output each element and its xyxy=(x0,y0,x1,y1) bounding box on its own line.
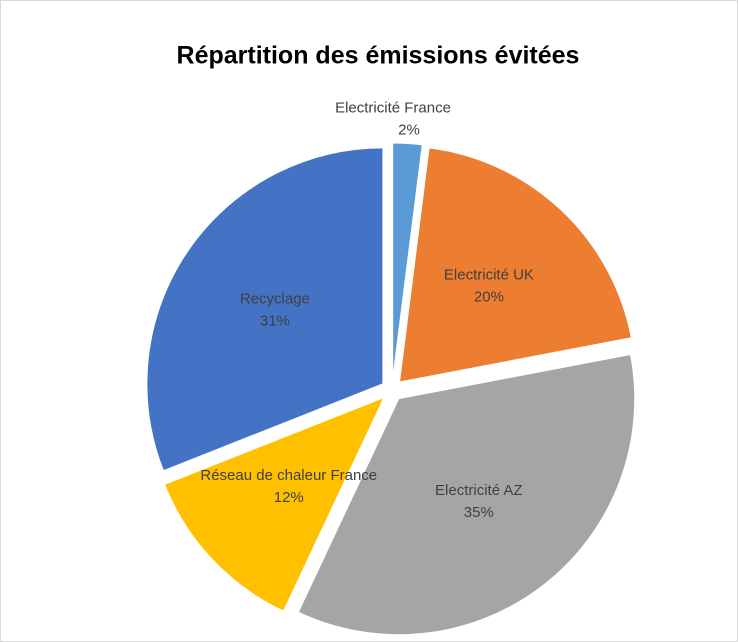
pie-slice xyxy=(392,142,423,380)
pie-slice xyxy=(398,147,632,383)
slice-label: Recyclage xyxy=(240,290,310,307)
slice-label: Electricité France xyxy=(335,100,451,117)
slice-label: Réseau de chaleur France xyxy=(200,467,377,484)
pie-slice xyxy=(297,353,636,636)
slice-value-label: 12% xyxy=(274,489,304,506)
slice-value-label: 35% xyxy=(464,504,494,521)
chart-title: Répartition des émissions évitées xyxy=(177,42,580,70)
slice-value-label: 31% xyxy=(260,312,290,329)
pie-slice xyxy=(146,147,384,472)
slice-label: Electricité UK xyxy=(444,267,534,284)
pie-slice xyxy=(163,396,385,612)
slice-value-label: 20% xyxy=(474,289,504,306)
slice-label: Electricité AZ xyxy=(435,482,523,499)
slice-value-label: 2% xyxy=(398,122,420,139)
